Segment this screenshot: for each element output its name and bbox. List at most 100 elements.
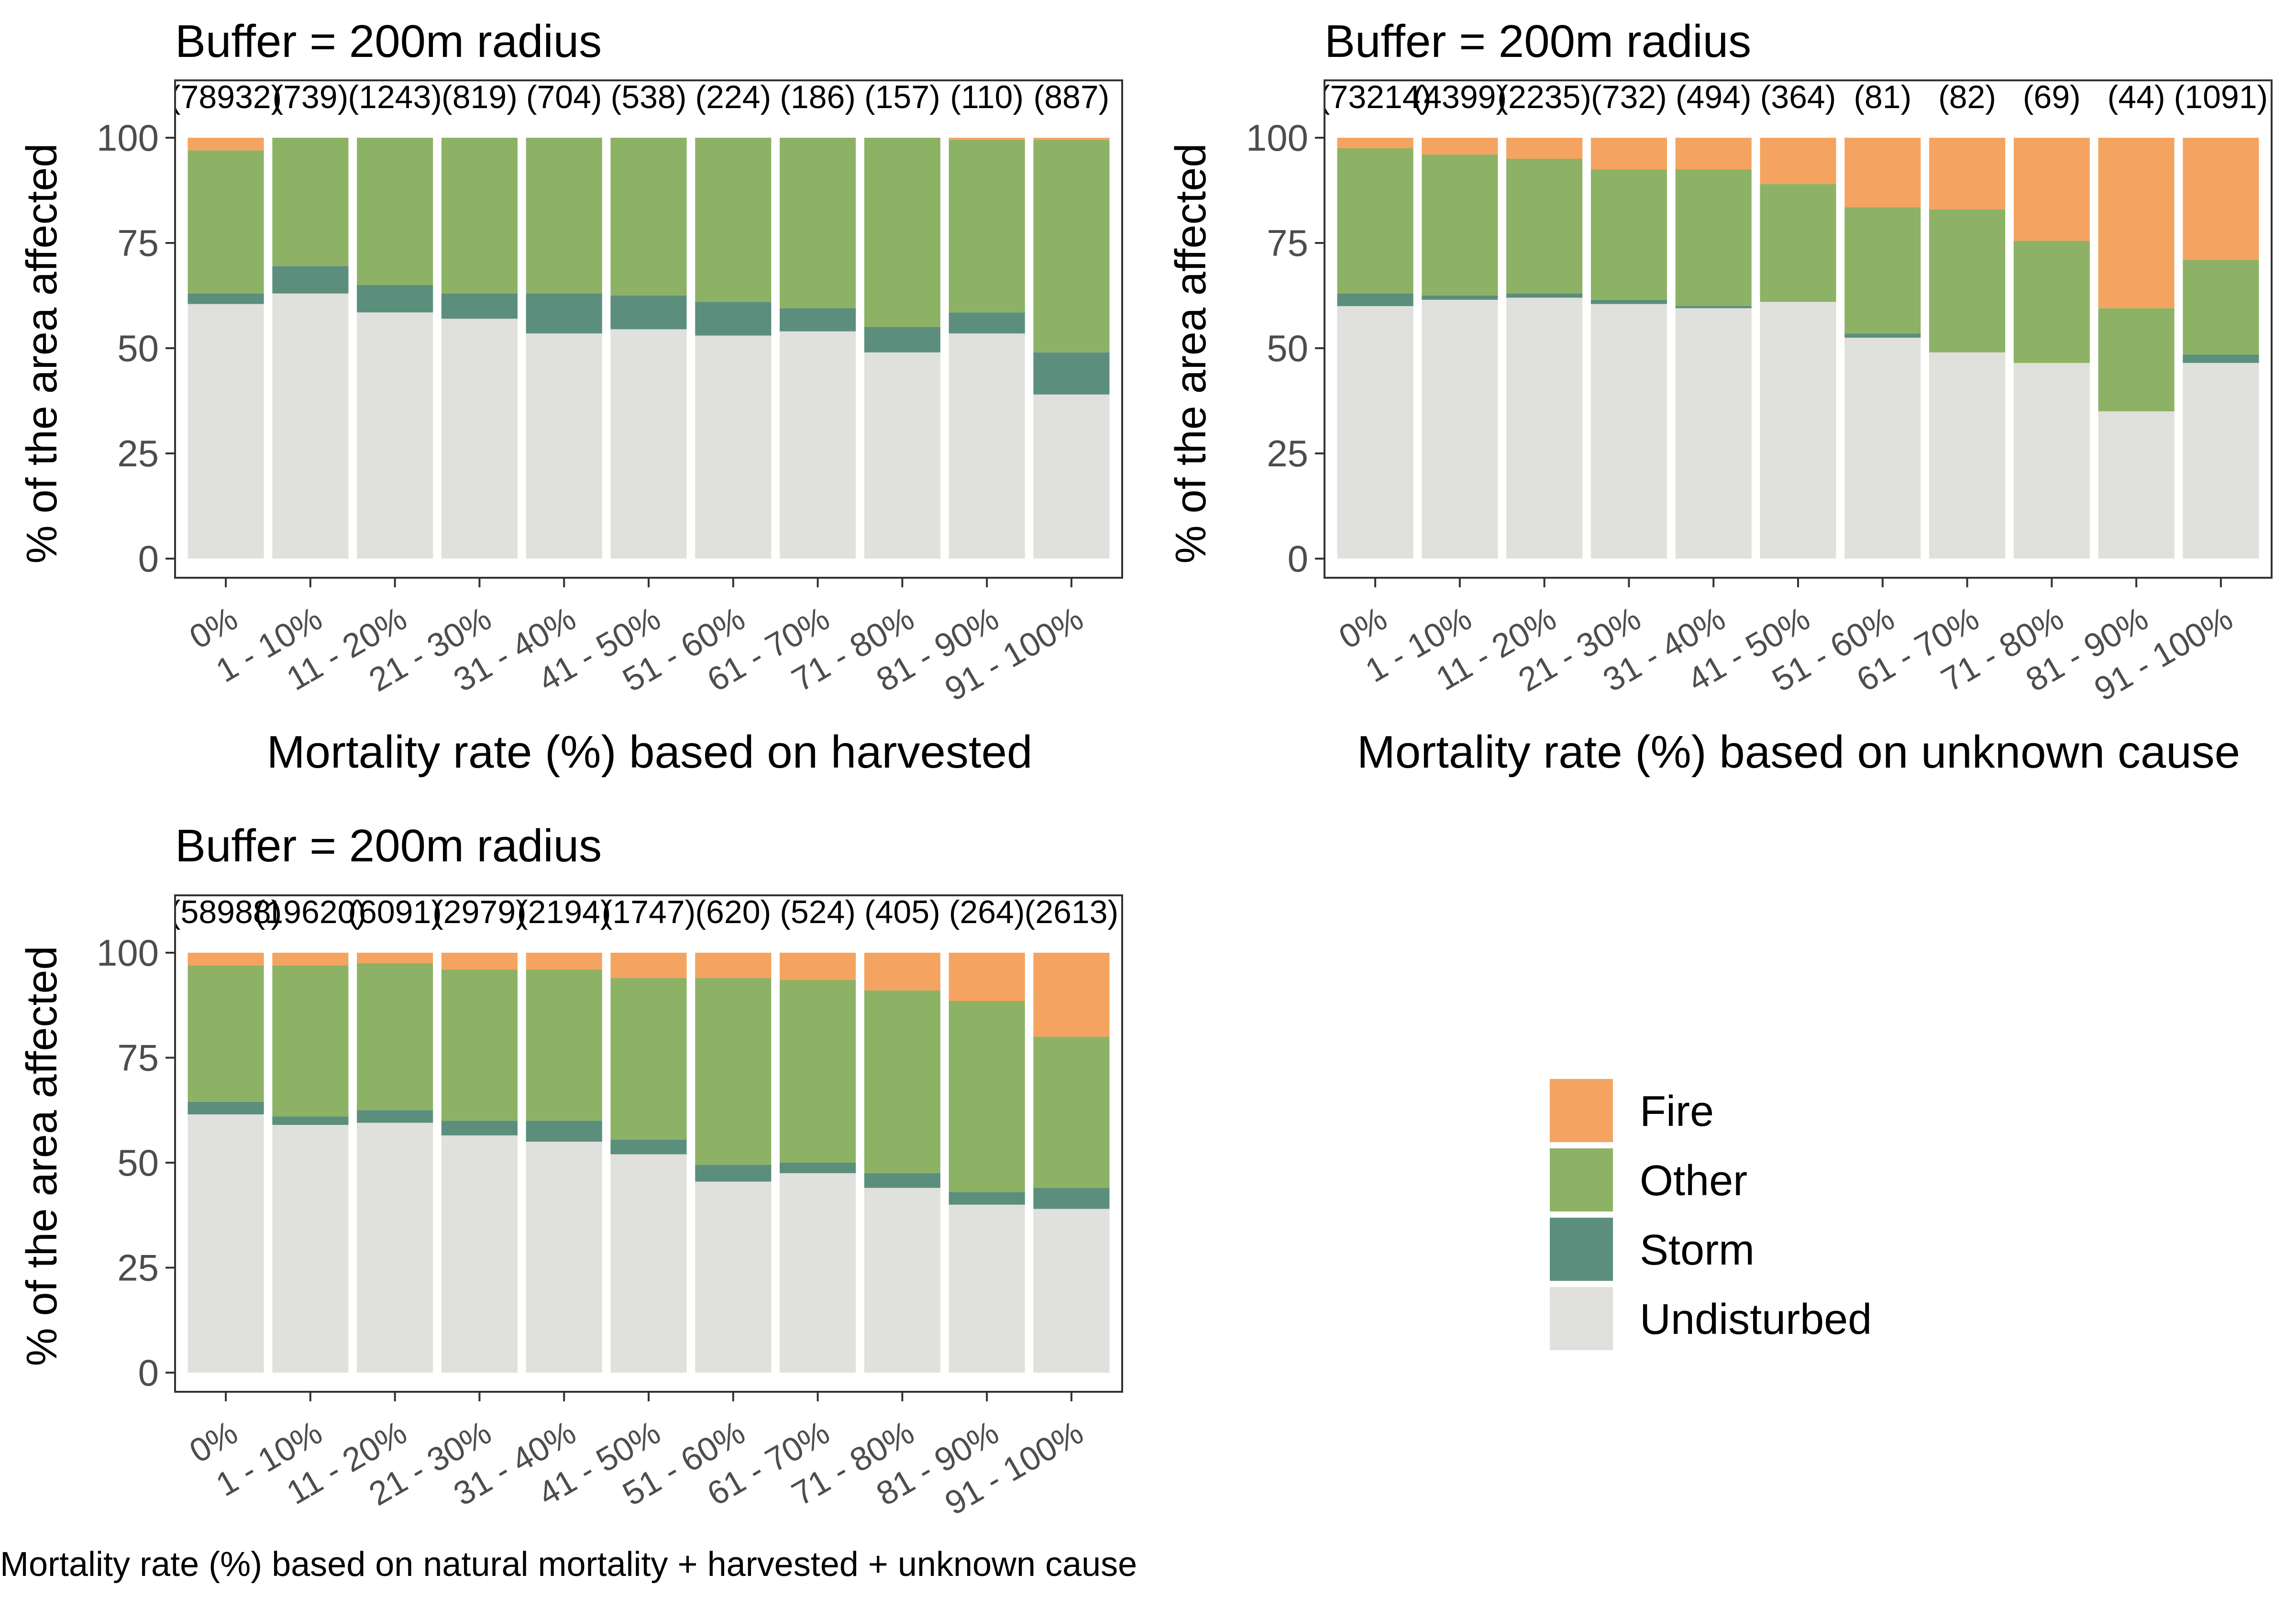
bar-fire-3 (441, 953, 518, 970)
count-label: (704) (526, 79, 602, 115)
count-label: (1747) (602, 894, 696, 930)
bar-fire-5 (1760, 138, 1836, 184)
bar-other-3 (441, 969, 518, 1121)
bar-undisturbed-10 (1033, 394, 1110, 559)
bar-storm-3 (441, 1121, 518, 1135)
bar-fire-0 (188, 138, 264, 151)
bar-storm-1 (272, 266, 349, 294)
y-tick-label: 75 (117, 1037, 159, 1079)
y-tick-label: 0 (138, 538, 159, 580)
bar-other-0 (188, 150, 264, 294)
count-label: (81) (1854, 79, 1911, 115)
bar-fire-8 (864, 953, 940, 991)
count-label: (1091) (2174, 79, 2268, 115)
bar-storm-2 (357, 285, 433, 313)
bar-undisturbed-10 (1033, 1209, 1110, 1373)
plot-area: (58988)0%(19620)1 - 10%(6091)11 - 20%(29… (97, 894, 1123, 1522)
bar-undisturbed-3 (441, 319, 518, 559)
bar-undisturbed-5 (610, 1154, 687, 1373)
bar-storm-10 (1033, 1188, 1110, 1209)
count-label: (224) (695, 79, 771, 115)
count-label: (110) (950, 79, 1024, 115)
y-tick-label: 25 (1267, 432, 1308, 474)
bar-undisturbed-8 (2013, 363, 2090, 559)
count-label: (2235) (1497, 79, 1591, 115)
legend: Fire Other Storm Undisturbed (1550, 1079, 1872, 1350)
bar-storm-2 (1506, 293, 1583, 298)
bar-other-8 (864, 138, 940, 327)
bar-storm-5 (610, 1139, 687, 1155)
bar-fire-7 (1929, 138, 2006, 209)
count-label: (2613) (1025, 894, 1119, 930)
count-label: (82) (1938, 79, 1996, 115)
bar-undisturbed-6 (1844, 338, 1921, 559)
y-tick-label: 50 (117, 1142, 159, 1184)
legend-label: Storm (1640, 1226, 1755, 1274)
count-label: (364) (1760, 79, 1836, 115)
bar-undisturbed-0 (1337, 306, 1413, 559)
bar-storm-0 (1337, 293, 1413, 306)
bar-other-3 (1590, 169, 1667, 300)
bar-other-6 (695, 978, 772, 1165)
count-label: (186) (780, 79, 856, 115)
bar-other-2 (357, 963, 433, 1111)
bar-other-5 (610, 138, 687, 296)
count-label: (739) (272, 79, 348, 115)
bar-storm-10 (2183, 354, 2259, 363)
bar-other-1 (272, 138, 349, 266)
bar-fire-9 (949, 953, 1025, 1001)
bar-other-7 (1929, 209, 2006, 352)
bar-undisturbed-9 (949, 333, 1025, 559)
count-label: (264) (949, 894, 1025, 930)
bar-fire-10 (1033, 953, 1110, 1037)
bar-other-2 (1506, 159, 1583, 294)
bar-other-4 (526, 969, 602, 1121)
bar-other-9 (949, 140, 1025, 313)
y-tick-label: 75 (1267, 222, 1308, 264)
bar-fire-2 (1506, 138, 1583, 159)
bar-undisturbed-7 (780, 1173, 856, 1373)
count-label: (4399) (1413, 79, 1507, 115)
bar-undisturbed-2 (1506, 297, 1583, 559)
bar-undisturbed-9 (949, 1204, 1025, 1373)
panel-title: Buffer = 200m radius (175, 16, 602, 67)
bar-storm-6 (1844, 333, 1921, 338)
count-label: (620) (695, 894, 771, 930)
bar-undisturbed-3 (441, 1135, 518, 1373)
count-label: (6091) (348, 894, 442, 930)
count-label: (58988) (170, 894, 282, 930)
bar-storm-8 (864, 1173, 940, 1188)
bar-other-7 (780, 980, 856, 1163)
count-label: (887) (1034, 79, 1110, 115)
plot-frame (174, 894, 1123, 1393)
bar-undisturbed-1 (1422, 299, 1498, 559)
bar-fire-4 (1675, 138, 1752, 169)
x-axis-label: Mortality rate (%) based on unknown caus… (1357, 726, 2240, 778)
panel-unknown-cause: Buffer = 200m radius % of the area affec… (1167, 16, 2273, 778)
bar-undisturbed-10 (2183, 363, 2259, 559)
bar-storm-6 (695, 1165, 772, 1182)
count-label: (819) (442, 79, 518, 115)
bar-undisturbed-5 (1760, 302, 1836, 559)
count-label: (2979) (432, 894, 527, 930)
bar-other-10 (1033, 140, 1110, 352)
y-tick-label: 100 (1246, 117, 1308, 159)
y-tick-label: 100 (97, 117, 159, 159)
bar-other-1 (272, 965, 349, 1117)
bar-undisturbed-0 (188, 304, 264, 559)
panel-harvested: Buffer = 200m radius % of the area affec… (18, 16, 1123, 778)
bar-storm-4 (526, 1121, 602, 1142)
y-tick-label: 0 (138, 1352, 159, 1394)
bar-other-5 (610, 978, 687, 1140)
bar-storm-7 (780, 1163, 856, 1173)
bar-undisturbed-1 (272, 1124, 349, 1373)
count-label: (73214) (1319, 79, 1431, 115)
bar-undisturbed-3 (1590, 304, 1667, 559)
bar-fire-9 (949, 138, 1025, 140)
bar-storm-3 (441, 293, 518, 319)
y-axis-label: % of the area affected (1167, 143, 1215, 564)
panel-title: Buffer = 200m radius (1325, 16, 1751, 67)
bar-fire-1 (1422, 138, 1498, 155)
bar-undisturbed-6 (695, 1181, 772, 1373)
bar-storm-4 (526, 293, 602, 334)
